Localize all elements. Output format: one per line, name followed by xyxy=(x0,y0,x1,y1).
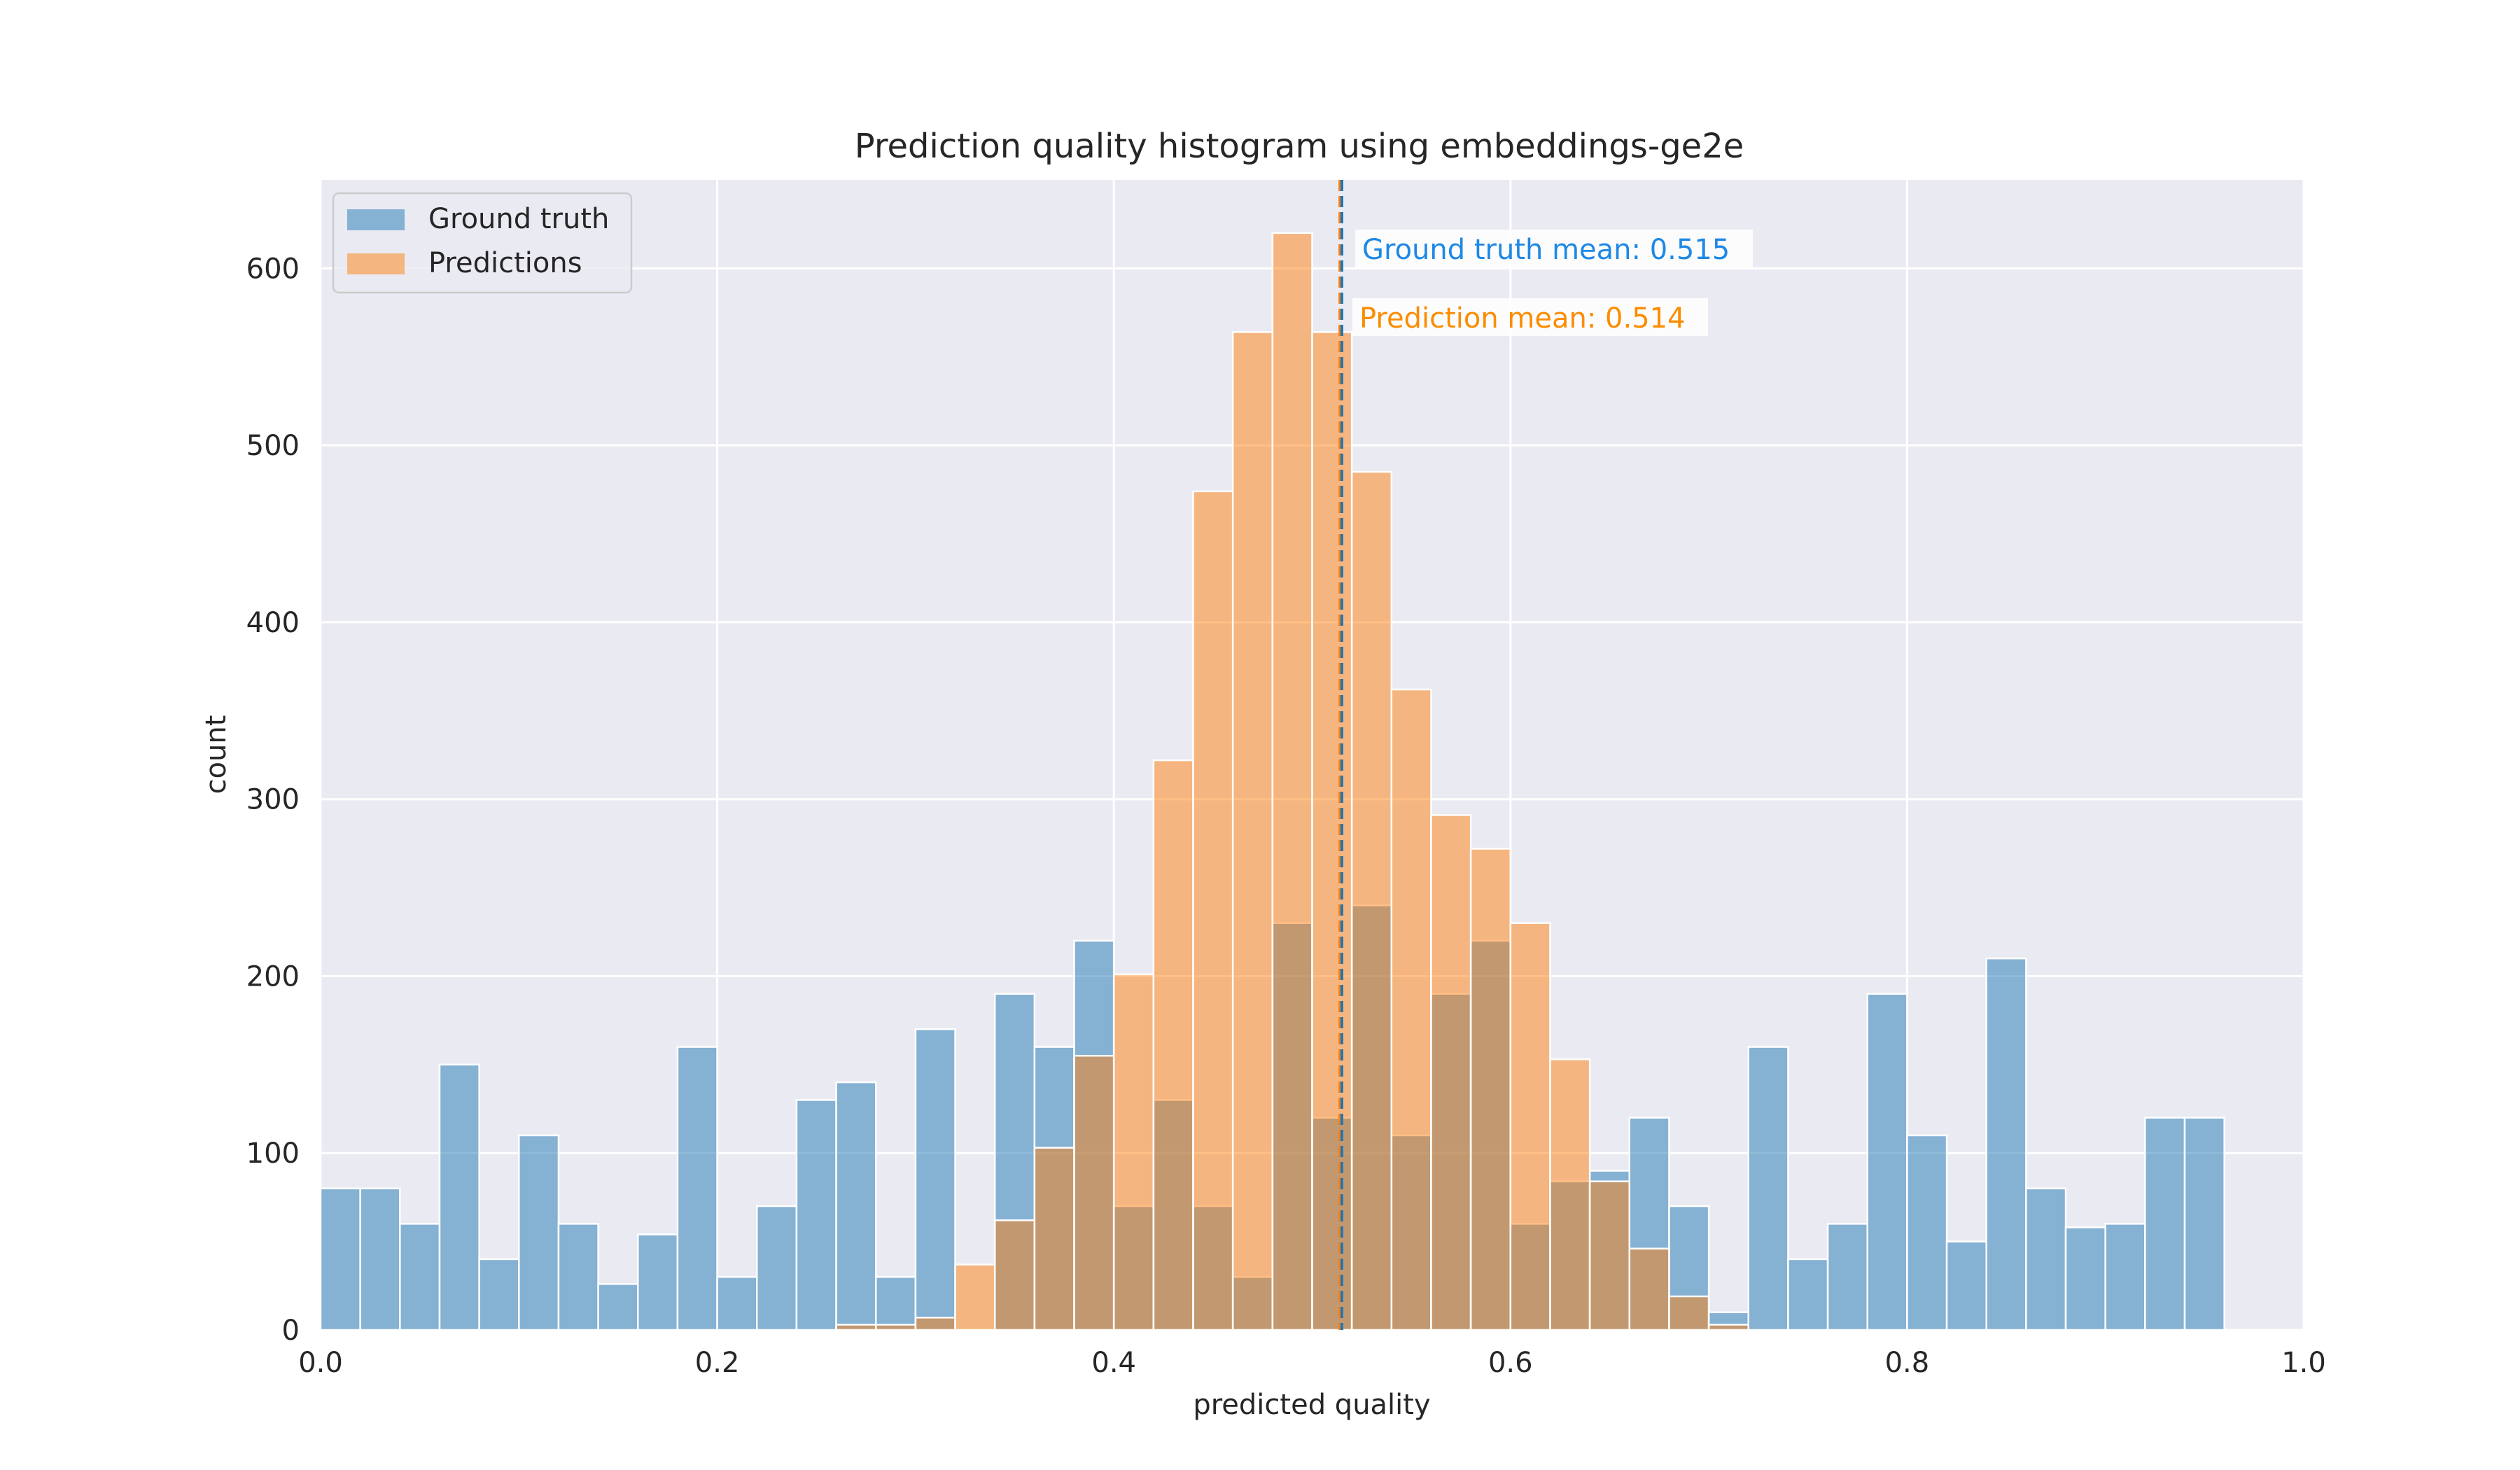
prediction-bar-33 xyxy=(1628,1247,1670,1331)
ground-truth-bar-11 xyxy=(756,1205,798,1331)
ground-truth-bar-44 xyxy=(2064,1226,2106,1331)
x-tick-label-0: 0.0 xyxy=(298,1347,343,1379)
ground-truth-bar-3 xyxy=(438,1063,480,1331)
ground-truth-bar-47 xyxy=(2183,1116,2225,1331)
ground-truth-bar-5 xyxy=(518,1134,560,1331)
ground-truth-bar-42 xyxy=(1985,957,2027,1331)
prediction-bar-17 xyxy=(993,1219,1036,1331)
y-tick-label-3: 300 xyxy=(246,784,300,816)
prediction-bar-21 xyxy=(1152,759,1194,1331)
prediction-bar-32 xyxy=(1588,1180,1631,1331)
y-axis-label: count xyxy=(200,715,232,794)
prediction-bar-24 xyxy=(1271,232,1313,1331)
x-tick-label-4: 0.8 xyxy=(1885,1347,1930,1379)
y-tick-label-6: 600 xyxy=(246,253,300,285)
prediction-bars xyxy=(835,232,1750,1331)
ground-truth-bar-45 xyxy=(2104,1223,2146,1331)
x-tick-label-2: 0.4 xyxy=(1091,1347,1136,1379)
legend: Ground truth Predictions xyxy=(332,192,633,294)
ground-truth-bar-13 xyxy=(835,1081,877,1331)
ground-truth-bar-0 xyxy=(319,1187,361,1331)
x-tick-labels: 0.0 0.2 0.4 0.6 0.8 1.0 xyxy=(298,1347,2326,1379)
ground-truth-bar-36 xyxy=(1747,1046,1789,1331)
ground-truth-bar-7 xyxy=(597,1283,639,1331)
prediction-bar-23 xyxy=(1231,331,1274,1331)
mean-annotations: Ground truth mean: 0.515 Prediction mean… xyxy=(1352,230,1753,336)
x-tick-label-1: 0.2 xyxy=(695,1347,740,1379)
y-tick-label-5: 500 xyxy=(246,430,300,462)
legend-label-ground-truth: Ground truth xyxy=(428,203,609,235)
ground-truth-bar-46 xyxy=(2144,1116,2186,1331)
mean-lines xyxy=(1338,180,1343,1330)
ground-truth-bar-43 xyxy=(2025,1187,2067,1331)
prediction-bar-28 xyxy=(1430,814,1472,1331)
ground-truth-bar-37 xyxy=(1787,1258,1829,1331)
ground-truth-bar-12 xyxy=(795,1099,837,1331)
prediction-bar-34 xyxy=(1668,1295,1710,1331)
ground-truth-bar-6 xyxy=(557,1223,599,1331)
y-tick-label-1: 100 xyxy=(246,1138,300,1170)
prediction-bar-26 xyxy=(1350,470,1393,1331)
legend-box xyxy=(332,192,633,294)
ground-truth-bar-39 xyxy=(1866,993,1908,1331)
prediction-bar-29 xyxy=(1469,848,1512,1331)
x-tick-label-5: 1.0 xyxy=(2281,1347,2326,1379)
prediction-bar-22 xyxy=(1192,490,1234,1331)
ground-truth-bar-1 xyxy=(359,1187,401,1331)
prediction-bar-27 xyxy=(1390,688,1432,1331)
legend-swatch-ground-truth xyxy=(347,209,405,230)
ground-truth-bar-40 xyxy=(1906,1134,1948,1331)
x-tick-label-3: 0.6 xyxy=(1488,1347,1533,1379)
prediction-bar-14 xyxy=(874,1324,917,1331)
ground-truth-bar-9 xyxy=(676,1046,718,1331)
ground-truth-bar-8 xyxy=(637,1233,679,1331)
legend-swatch-predictions xyxy=(347,253,405,274)
ground-truth-bar-10 xyxy=(716,1275,758,1331)
ground-truth-bar-41 xyxy=(1945,1240,1987,1331)
y-tick-labels: 0 100 200 300 400 500 600 xyxy=(246,253,300,1347)
ground-truth-bar-38 xyxy=(1826,1223,1868,1331)
pred-mean-annotation-box xyxy=(1352,298,1708,336)
y-tick-label-0: 0 xyxy=(282,1315,300,1347)
prediction-bar-13 xyxy=(835,1324,877,1331)
pred-mean-annotation: Prediction mean: 0.514 xyxy=(1359,302,1686,335)
prediction-bar-30 xyxy=(1509,922,1551,1331)
gt-mean-annotation-box xyxy=(1355,230,1753,267)
ground-truth-bar-2 xyxy=(399,1223,441,1331)
ground-truth-bar-14 xyxy=(874,1275,917,1331)
x-axis-label: predicted quality xyxy=(1193,1389,1430,1421)
prediction-bar-16 xyxy=(954,1264,996,1331)
y-tick-label-4: 400 xyxy=(246,607,300,639)
chart-title: Prediction quality histogram using embed… xyxy=(855,127,1744,166)
prediction-bar-20 xyxy=(1112,973,1155,1331)
y-tick-label-2: 200 xyxy=(246,960,300,993)
prediction-bar-25 xyxy=(1311,331,1353,1331)
ground-truth-bar-4 xyxy=(478,1258,520,1331)
prediction-bar-35 xyxy=(1707,1324,1750,1331)
gt-mean-annotation: Ground truth mean: 0.515 xyxy=(1362,234,1730,266)
legend-label-predictions: Predictions xyxy=(428,247,582,279)
ground-truth-bar-15 xyxy=(914,1028,956,1331)
prediction-bar-19 xyxy=(1073,1054,1115,1331)
prediction-bar-31 xyxy=(1549,1058,1591,1331)
prediction-bar-15 xyxy=(914,1317,956,1331)
prediction-bar-18 xyxy=(1033,1147,1075,1331)
